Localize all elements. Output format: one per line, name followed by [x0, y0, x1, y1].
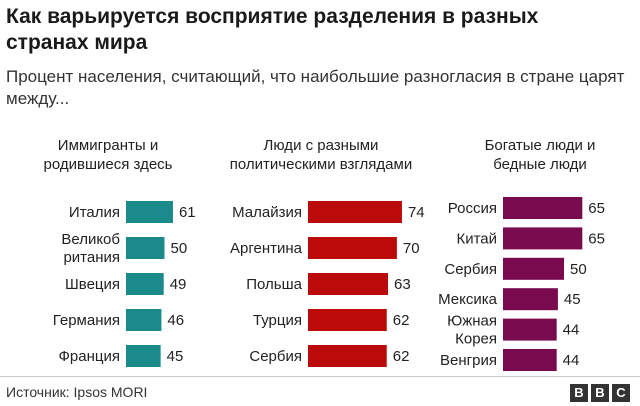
chart-subtitle: Процент населения, считающий, что наибол…: [6, 67, 625, 108]
category-label: Аргентина: [230, 240, 303, 257]
data-label: 62: [393, 348, 410, 365]
data-label: 70: [403, 240, 420, 257]
panel-3: 65 Россия 65 Китай 50 Сербия 45 Мексика 44 ЮжнаяК…: [438, 197, 605, 371]
bar: [503, 288, 558, 311]
category-label: Южная: [447, 313, 497, 330]
category-label: Сербия: [249, 348, 302, 365]
bar: [126, 345, 161, 367]
bar: [126, 237, 165, 259]
category-label: ритания: [63, 249, 120, 266]
logo-letter-2: B: [591, 384, 609, 402]
data-label: 50: [570, 261, 587, 278]
category-label: Венгрия: [440, 352, 497, 369]
bar: [503, 318, 557, 341]
data-label: 44: [563, 322, 580, 339]
panel-1-heading: Иммигранты и родившиеся здесь: [8, 136, 208, 174]
category-label: Франция: [59, 348, 120, 365]
data-label: 50: [171, 240, 188, 257]
bar: [503, 257, 564, 280]
logo-letter-1: B: [570, 384, 588, 402]
data-label: 46: [167, 312, 184, 329]
data-label: 45: [564, 291, 581, 308]
bar: [503, 227, 583, 250]
data-label: 63: [394, 276, 411, 293]
data-label: 62: [393, 312, 410, 329]
chart-title: Как варьируется восприятие разделения в …: [6, 5, 539, 54]
data-label: 45: [167, 348, 184, 365]
bar: [503, 197, 583, 219]
category-label: Россия: [448, 200, 497, 217]
data-label: 65: [588, 200, 605, 217]
bbc-logo: B B C: [570, 384, 630, 402]
panel-1-heading-line-2: родившиеся здесь: [43, 156, 173, 173]
category-label: Малайзия: [232, 204, 302, 221]
footer-divider: [0, 376, 640, 377]
panel-3-heading-line-2: бедные люди: [493, 156, 587, 173]
bar: [308, 237, 397, 259]
category-label: Польша: [246, 276, 302, 293]
category-label: Сербия: [444, 261, 497, 278]
bar: [503, 349, 557, 371]
bar: [308, 309, 387, 331]
category-label: Корея: [455, 331, 497, 348]
bar: [308, 345, 387, 367]
category-label: Германия: [53, 312, 120, 329]
data-label: 61: [179, 204, 196, 221]
panel-2-heading: Люди с разными политическими взглядами: [208, 136, 434, 174]
data-label: 44: [563, 352, 580, 369]
panel-2-heading-line-1: Люди с разными: [263, 137, 379, 154]
bar: [308, 273, 389, 295]
logo-letter-3: C: [612, 384, 630, 402]
category-label: Швеция: [65, 276, 120, 293]
bar: [126, 273, 164, 295]
bar: [126, 201, 173, 223]
data-label: 49: [170, 276, 187, 293]
panel-2: 74 Малайзия 70 Аргентина 63 Польша 62 Турция 62 С…: [230, 201, 425, 367]
category-label: Китай: [456, 230, 497, 247]
source-note: Источник: Ipsos MORI: [6, 384, 148, 400]
category-label: Мексика: [438, 291, 498, 308]
category-label: Великоб: [61, 231, 120, 248]
data-label: 74: [408, 204, 425, 221]
panel-3-heading-line-1: Богатые люди и: [484, 137, 596, 154]
panel-3-heading: Богатые люди и бедные люди: [442, 136, 638, 174]
panel-1-heading-line-1: Иммигранты и: [57, 137, 159, 154]
bar: [308, 201, 402, 223]
category-label: Турция: [253, 312, 302, 329]
bar: [126, 309, 162, 331]
data-label: 65: [588, 230, 605, 247]
category-label: Италия: [69, 204, 120, 221]
panel-2-heading-line-2: политическими взглядами: [229, 156, 413, 173]
